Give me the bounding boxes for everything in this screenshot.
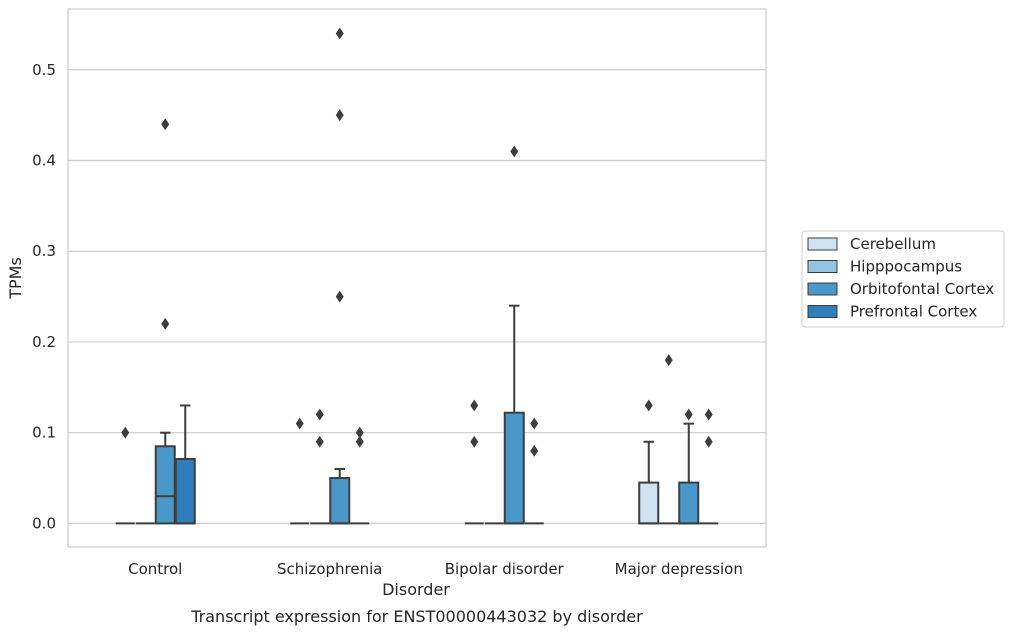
box-orbitofontal-cortex: [503, 145, 525, 525]
outlier-point: [510, 145, 519, 158]
outlier-point: [684, 408, 693, 421]
outlier-point: [161, 118, 170, 131]
y-tick-label: 0.3: [32, 242, 56, 260]
outlier-point: [470, 435, 479, 448]
legend-label: Cerebellum: [850, 235, 936, 253]
outlier-point: [335, 27, 344, 40]
y-tick-labels: 0.0 0.1 0.2 0.3 0.4 0.5: [32, 61, 56, 533]
box-prefrontal-cortex: [174, 404, 196, 525]
y-tick-label: 0.2: [32, 333, 56, 351]
outlier-point: [315, 435, 324, 448]
outlier-point: [644, 399, 653, 412]
outlier-point: [470, 399, 479, 412]
box-series: [115, 27, 719, 525]
box-prefrontal-cortex: [350, 426, 370, 525]
box-iqr: [638, 481, 660, 525]
outlier-point: [530, 417, 539, 430]
legend-swatch: [807, 260, 838, 273]
outlier-point: [121, 426, 130, 439]
x-tick-label: Control: [128, 560, 182, 578]
box-iqr: [154, 445, 176, 525]
box-prefrontal-cortex: [699, 408, 719, 525]
legend-swatch: [807, 282, 838, 296]
box-prefrontal-cortex: [524, 417, 544, 525]
x-tick-label: Schizophrenia: [277, 560, 382, 578]
legend-label: Orbitofontal Cortex: [850, 280, 994, 298]
chart-caption: Transcript expression for ENST0000044303…: [190, 607, 643, 626]
outlier-point: [315, 408, 324, 421]
outlier-point: [664, 354, 673, 367]
y-tick-label: 0.5: [32, 61, 56, 79]
x-tick-label: Major depression: [615, 560, 743, 578]
y-axis-label: TPMs: [6, 257, 25, 300]
box-cerebellum: [464, 399, 484, 525]
y-tick-label: 0.1: [32, 424, 56, 442]
y-tick-label: 0.0: [32, 514, 56, 532]
legend: Cerebellum Hipppocampus Orbitofontal Corte…: [801, 230, 1005, 328]
box-orbitofontal-cortex: [329, 27, 351, 525]
box-hipppocampus: [659, 354, 679, 525]
outlier-point: [530, 444, 539, 457]
box-orbitofontal-cortex: [154, 118, 176, 525]
x-tick-labels: Control Schizophrenia Bipolar disorder Majo…: [128, 560, 743, 578]
legend-label: Hipppocampus: [850, 258, 962, 276]
legend-swatch: [807, 305, 838, 318]
outlier-point: [355, 435, 364, 448]
outlier-point: [161, 317, 170, 330]
legend-label: Prefrontal Cortex: [850, 303, 977, 321]
x-tick-label: Bipolar disorder: [445, 560, 565, 578]
outlier-point: [335, 290, 344, 303]
box-iqr: [329, 477, 351, 525]
legend-swatch: [807, 237, 838, 251]
y-tick-label: 0.4: [32, 152, 56, 170]
outlier-point: [704, 435, 713, 448]
box-cerebellum: [290, 417, 310, 525]
outlier-point: [295, 417, 304, 430]
outlier-point: [335, 109, 344, 122]
box-orbitofontal-cortex: [678, 408, 700, 525]
box-iqr: [174, 457, 196, 525]
x-axis-label: Disorder: [382, 580, 450, 599]
box-iqr: [503, 411, 525, 525]
box-cerebellum: [115, 426, 135, 525]
outlier-point: [704, 408, 713, 421]
box-cerebellum: [638, 399, 660, 525]
box-iqr: [678, 481, 700, 525]
box-hipppocampus: [310, 408, 330, 525]
plot-frame: [67, 8, 767, 548]
legend-frame: [801, 230, 1005, 328]
